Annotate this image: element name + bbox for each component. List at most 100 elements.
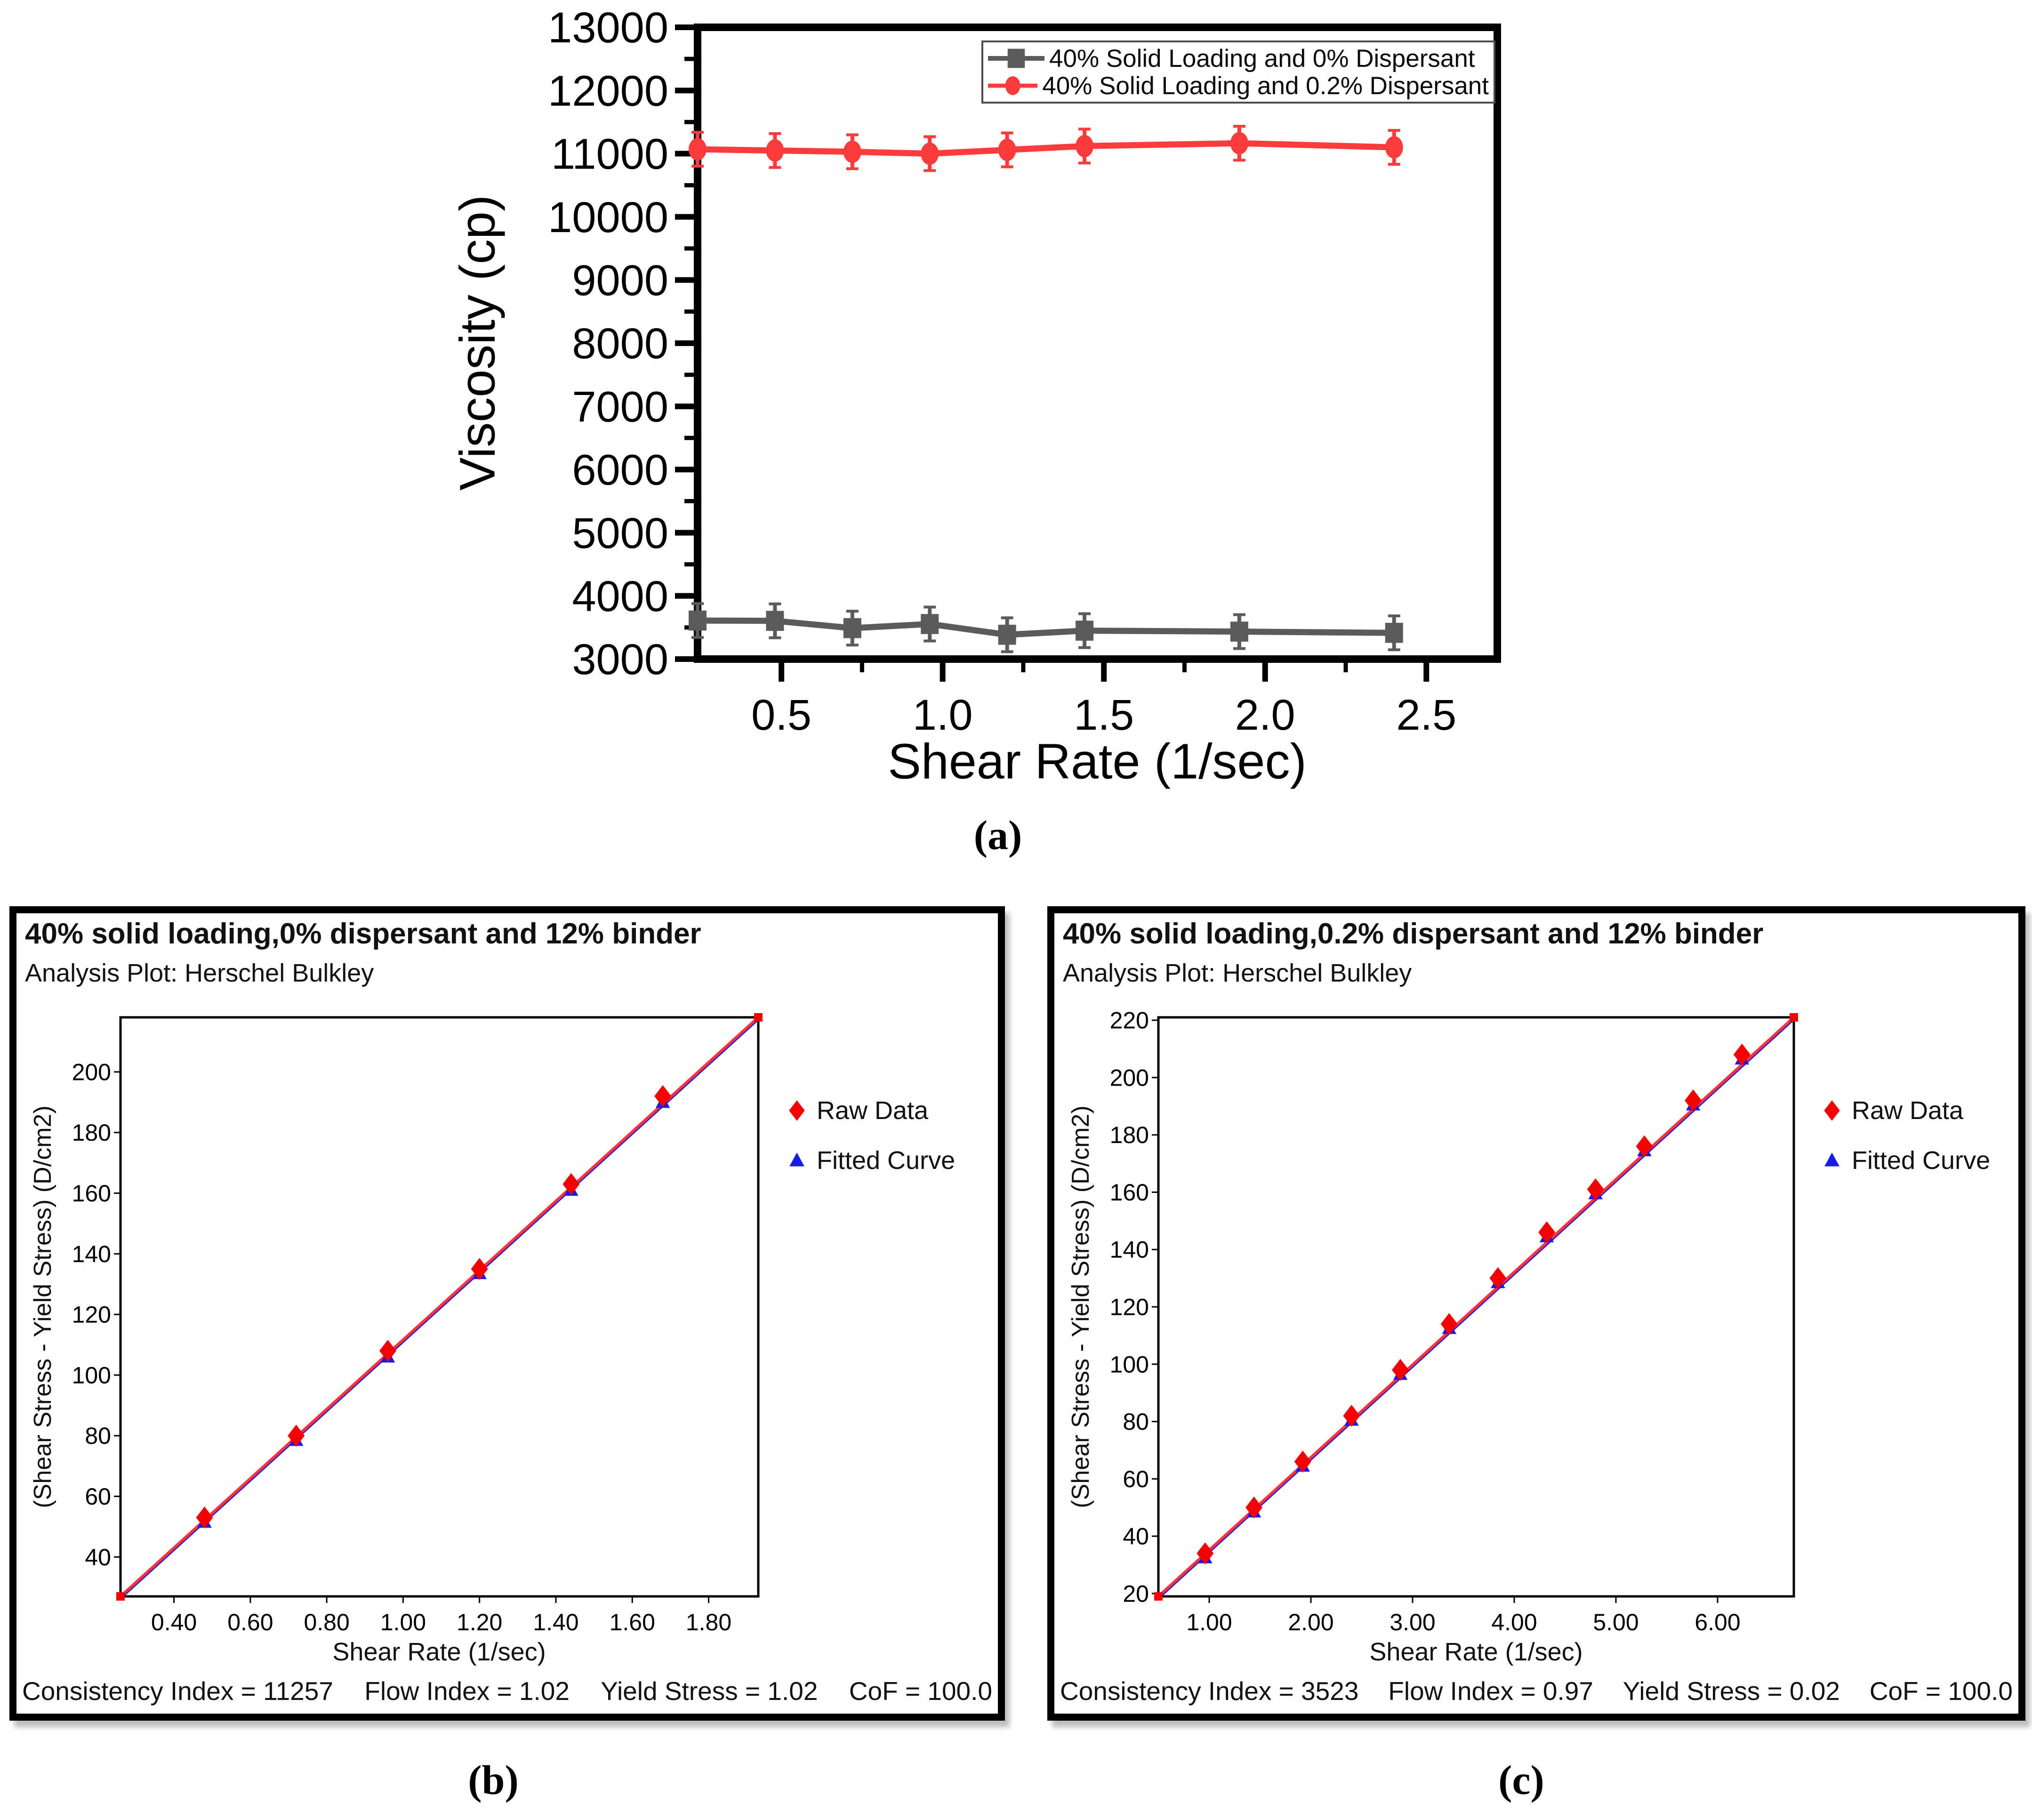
legend-item-0-dispersant: 40% Solid Loading and 0% Dispersant [988, 45, 1489, 72]
svg-text:0.60: 0.60 [227, 1609, 273, 1635]
chart-c-y-axis-title: (Shear Stress - Yield Stress) (D/cm2) [1067, 1105, 1094, 1508]
panel-c-title: 40% solid loading,0.2% dispersant and 12… [1063, 918, 1764, 950]
svg-text:6.00: 6.00 [1695, 1609, 1740, 1635]
svg-text:160: 160 [1110, 1179, 1149, 1206]
svg-text:200: 200 [72, 1059, 111, 1085]
svg-text:120: 120 [72, 1302, 111, 1328]
stat-consistency-index: Consistency Index = 11257 [22, 1676, 333, 1706]
svg-text:4000: 4000 [572, 572, 668, 620]
fit-and-data [116, 1013, 763, 1601]
svg-text:80: 80 [85, 1423, 111, 1449]
legend-item-raw-data: Raw Data [1822, 1096, 1990, 1125]
chart-c-stats: Consistency Index = 3523 Flow Index = 0.… [1060, 1676, 2013, 1706]
chart-b-stats: Consistency Index = 11257 Flow Index = 1… [22, 1676, 992, 1706]
panel-b-subtitle: Analysis Plot: Herschel Bulkley [25, 959, 374, 987]
svg-text:1.80: 1.80 [686, 1609, 731, 1635]
svg-text:120: 120 [1110, 1294, 1149, 1321]
svg-text:1.60: 1.60 [610, 1609, 655, 1635]
legend-item-02-dispersant: 40% Solid Loading and 0.2% Dispersant [988, 72, 1489, 100]
svg-text:5.00: 5.00 [1593, 1609, 1638, 1635]
stat-yield-stress: Yield Stress = 0.02 [1622, 1676, 1840, 1706]
subfigure-label-c: (c) [1498, 1757, 1544, 1804]
svg-text:12000: 12000 [548, 67, 668, 115]
subfigure-label-b: (b) [468, 1757, 519, 1804]
chart-c-x-axis-title: Shear Rate (1/sec) [1369, 1638, 1583, 1666]
chart-b-plot: 0.40 0.60 0.80 1.00 1.20 1.40 1.60 1.80 40 60 80 10… [72, 1013, 763, 1635]
stat-cof: CoF = 100.0 [1869, 1676, 2013, 1706]
chart-a-legend: 40% Solid Loading and 0% Dispersant 40% … [981, 40, 1495, 104]
svg-text:100: 100 [1110, 1351, 1149, 1377]
legend-item-fitted-curve: Fitted Curve [787, 1146, 955, 1175]
triangle-marker-icon [1824, 1152, 1839, 1167]
chart-b-legend: Raw Data Fitted Curve [787, 1096, 955, 1175]
svg-text:13000: 13000 [548, 4, 668, 52]
panel-c-subtitle: Analysis Plot: Herschel Bulkley [1063, 959, 1412, 987]
svg-text:100: 100 [72, 1362, 111, 1388]
stat-flow-index: Flow Index = 0.97 [1388, 1676, 1593, 1706]
panel-c: 40% solid loading,0.2% dispersant and 12… [1047, 906, 2025, 1721]
svg-text:0.80: 0.80 [304, 1609, 349, 1635]
legend-label: 40% Solid Loading and 0% Dispersant [1049, 44, 1475, 72]
svg-text:2.5: 2.5 [1396, 691, 1456, 739]
svg-text:10000: 10000 [548, 193, 668, 242]
svg-text:9000: 9000 [572, 257, 668, 305]
stat-cof: CoF = 100.0 [849, 1676, 992, 1706]
fit-and-data [1154, 1013, 1798, 1601]
panel-b: 40% solid loading,0% dispersant and 12% … [9, 906, 1005, 1721]
stat-flow-index: Flow Index = 1.02 [364, 1676, 570, 1706]
circle-marker-icon [988, 76, 1038, 95]
legend-item-raw-data: Raw Data [787, 1096, 955, 1125]
svg-text:3.00: 3.00 [1389, 1609, 1435, 1635]
svg-text:3000: 3000 [572, 636, 668, 684]
svg-text:11000: 11000 [551, 130, 668, 178]
chart-b-x-axis-title: Shear Rate (1/sec) [332, 1638, 546, 1666]
svg-text:180: 180 [72, 1119, 111, 1146]
svg-text:140: 140 [72, 1241, 111, 1267]
series-1 [689, 125, 1403, 172]
subfigure-label-a: (a) [973, 813, 1022, 859]
chart-b-y-axis-title: (Shear Stress - Yield Stress) (D/cm2) [29, 1105, 56, 1508]
svg-text:0.40: 0.40 [151, 1609, 197, 1635]
legend-label: 40% Solid Loading and 0.2% Dispersant [1042, 72, 1489, 100]
stat-yield-stress: Yield Stress = 1.02 [601, 1676, 818, 1706]
chart-c-plot: 1.00 2.00 3.00 4.00 5.00 6.00 20 40 60 80 100 120 14… [1110, 1007, 1798, 1635]
panel-b-title: 40% solid loading,0% dispersant and 12% … [25, 918, 701, 950]
svg-text:4.00: 4.00 [1491, 1609, 1537, 1635]
svg-text:40: 40 [1123, 1523, 1149, 1550]
svg-text:20: 20 [1123, 1580, 1149, 1607]
axes: 0.5 1.0 1.5 2.0 2.5 3000 4000 5000 6000 7000 8000 9… [548, 4, 1501, 739]
legend-item-fitted-curve: Fitted Curve [1822, 1146, 1990, 1175]
axes: 1.00 2.00 3.00 4.00 5.00 6.00 20 40 60 80 100 120 14… [1110, 1007, 1795, 1635]
legend-label: Raw Data [817, 1096, 929, 1125]
square-marker-icon [988, 48, 1044, 68]
svg-text:7000: 7000 [572, 383, 668, 431]
svg-text:200: 200 [1110, 1064, 1149, 1091]
diamond-marker-icon [789, 1100, 805, 1121]
svg-text:40: 40 [85, 1544, 111, 1570]
legend-label: Fitted Curve [1852, 1146, 1991, 1175]
series-0 [689, 602, 1403, 653]
svg-text:140: 140 [1110, 1237, 1149, 1263]
chart-a-y-axis-title: Viscosity (cp) [450, 194, 506, 491]
svg-text:1.40: 1.40 [533, 1609, 578, 1635]
svg-text:2.00: 2.00 [1288, 1609, 1333, 1635]
svg-text:2.0: 2.0 [1235, 691, 1295, 739]
stat-consistency-index: Consistency Index = 3523 [1060, 1676, 1359, 1706]
svg-text:220: 220 [1110, 1007, 1149, 1034]
triangle-marker-icon [789, 1152, 804, 1167]
svg-text:1.5: 1.5 [1074, 691, 1134, 739]
legend-label: Fitted Curve [817, 1146, 956, 1175]
axes: 0.40 0.60 0.80 1.00 1.20 1.40 1.60 1.80 40 60 80 10… [72, 1016, 760, 1635]
svg-text:1.20: 1.20 [457, 1609, 502, 1635]
svg-text:1.0: 1.0 [913, 691, 973, 739]
svg-text:1.00: 1.00 [1186, 1609, 1232, 1635]
svg-text:0.5: 0.5 [751, 691, 811, 739]
svg-text:6000: 6000 [572, 446, 668, 494]
diamond-marker-icon [1824, 1100, 1840, 1121]
svg-text:180: 180 [1110, 1122, 1149, 1148]
svg-text:60: 60 [1123, 1466, 1149, 1492]
svg-text:8000: 8000 [572, 320, 668, 368]
legend-label: Raw Data [1852, 1096, 1964, 1125]
svg-text:60: 60 [85, 1483, 111, 1510]
